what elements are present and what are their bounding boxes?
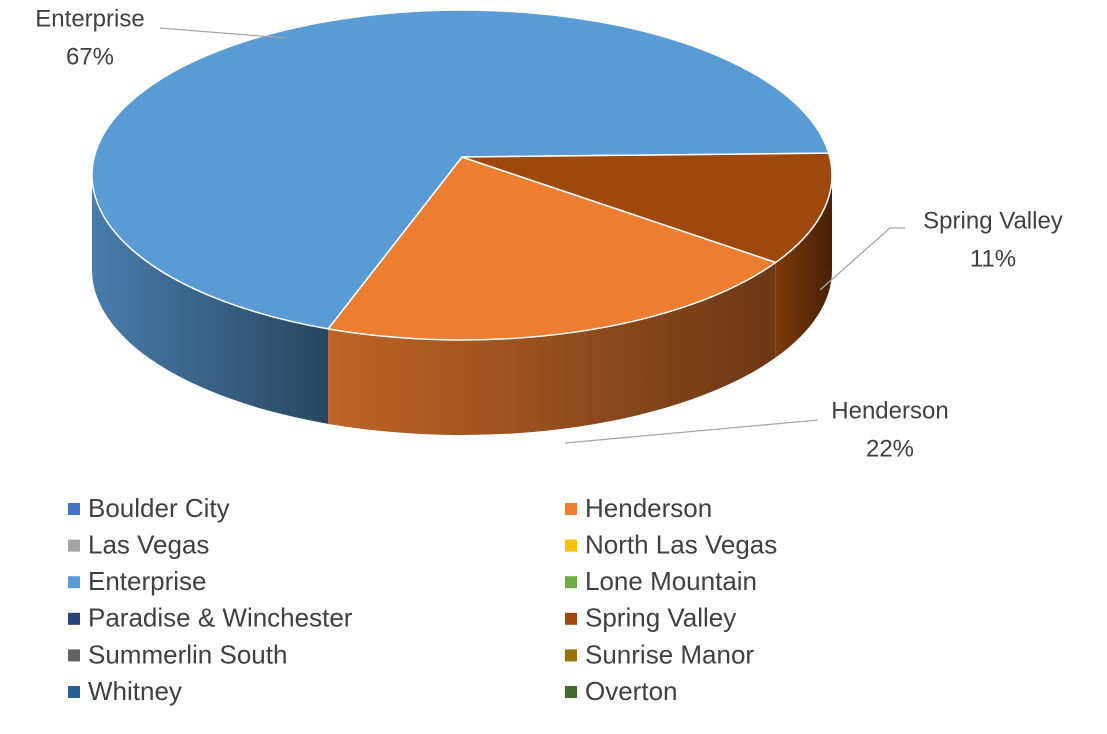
data-label-name: Spring Valley (923, 207, 1063, 234)
legend-swatch (565, 649, 577, 662)
legend-label: Overton (585, 676, 678, 706)
leader-line (159, 27, 286, 39)
pie-top (326, 156, 778, 341)
legend-swatch (68, 612, 80, 625)
legend-swatch (565, 612, 577, 625)
pie-side (328, 262, 776, 435)
legend-swatch (565, 503, 577, 515)
leader-line (819, 227, 905, 291)
legend-swatch (68, 503, 80, 515)
leader-line (564, 419, 819, 444)
legend-swatch (68, 649, 80, 662)
legend-swatch (68, 539, 80, 552)
legend-label: Paradise & Winchester (88, 603, 353, 633)
legend-swatch (68, 576, 80, 589)
legend-swatch (565, 576, 577, 589)
pie-slice (91, 9, 830, 424)
pie-slice (326, 156, 778, 435)
legend-label: North Las Vegas (585, 529, 777, 559)
pie-top (461, 152, 833, 264)
legend-label: Henderson (585, 493, 712, 523)
legend-label: Lone Mountain (585, 566, 757, 596)
data-label-name: Henderson (831, 397, 948, 424)
legend-label: Spring Valley (585, 603, 736, 633)
legend-label: Summerlin South (88, 639, 287, 669)
data-label: 67% (66, 43, 114, 70)
legend-label: Enterprise (88, 566, 207, 596)
pie-top (91, 9, 830, 330)
pie-side (92, 175, 329, 424)
legend-swatch (565, 539, 577, 552)
data-label: 11% (970, 245, 1016, 272)
legend-swatch (68, 686, 80, 698)
legend-label: Las Vegas (88, 529, 209, 559)
data-label-name: Enterprise (35, 5, 144, 32)
legend-label: Boulder City (88, 493, 230, 523)
legend-swatch (565, 686, 577, 698)
pie-slice (461, 152, 833, 358)
legend-label: Sunrise Manor (585, 639, 754, 669)
data-label: 22% (866, 435, 914, 462)
legend-label: Whitney (88, 676, 182, 706)
